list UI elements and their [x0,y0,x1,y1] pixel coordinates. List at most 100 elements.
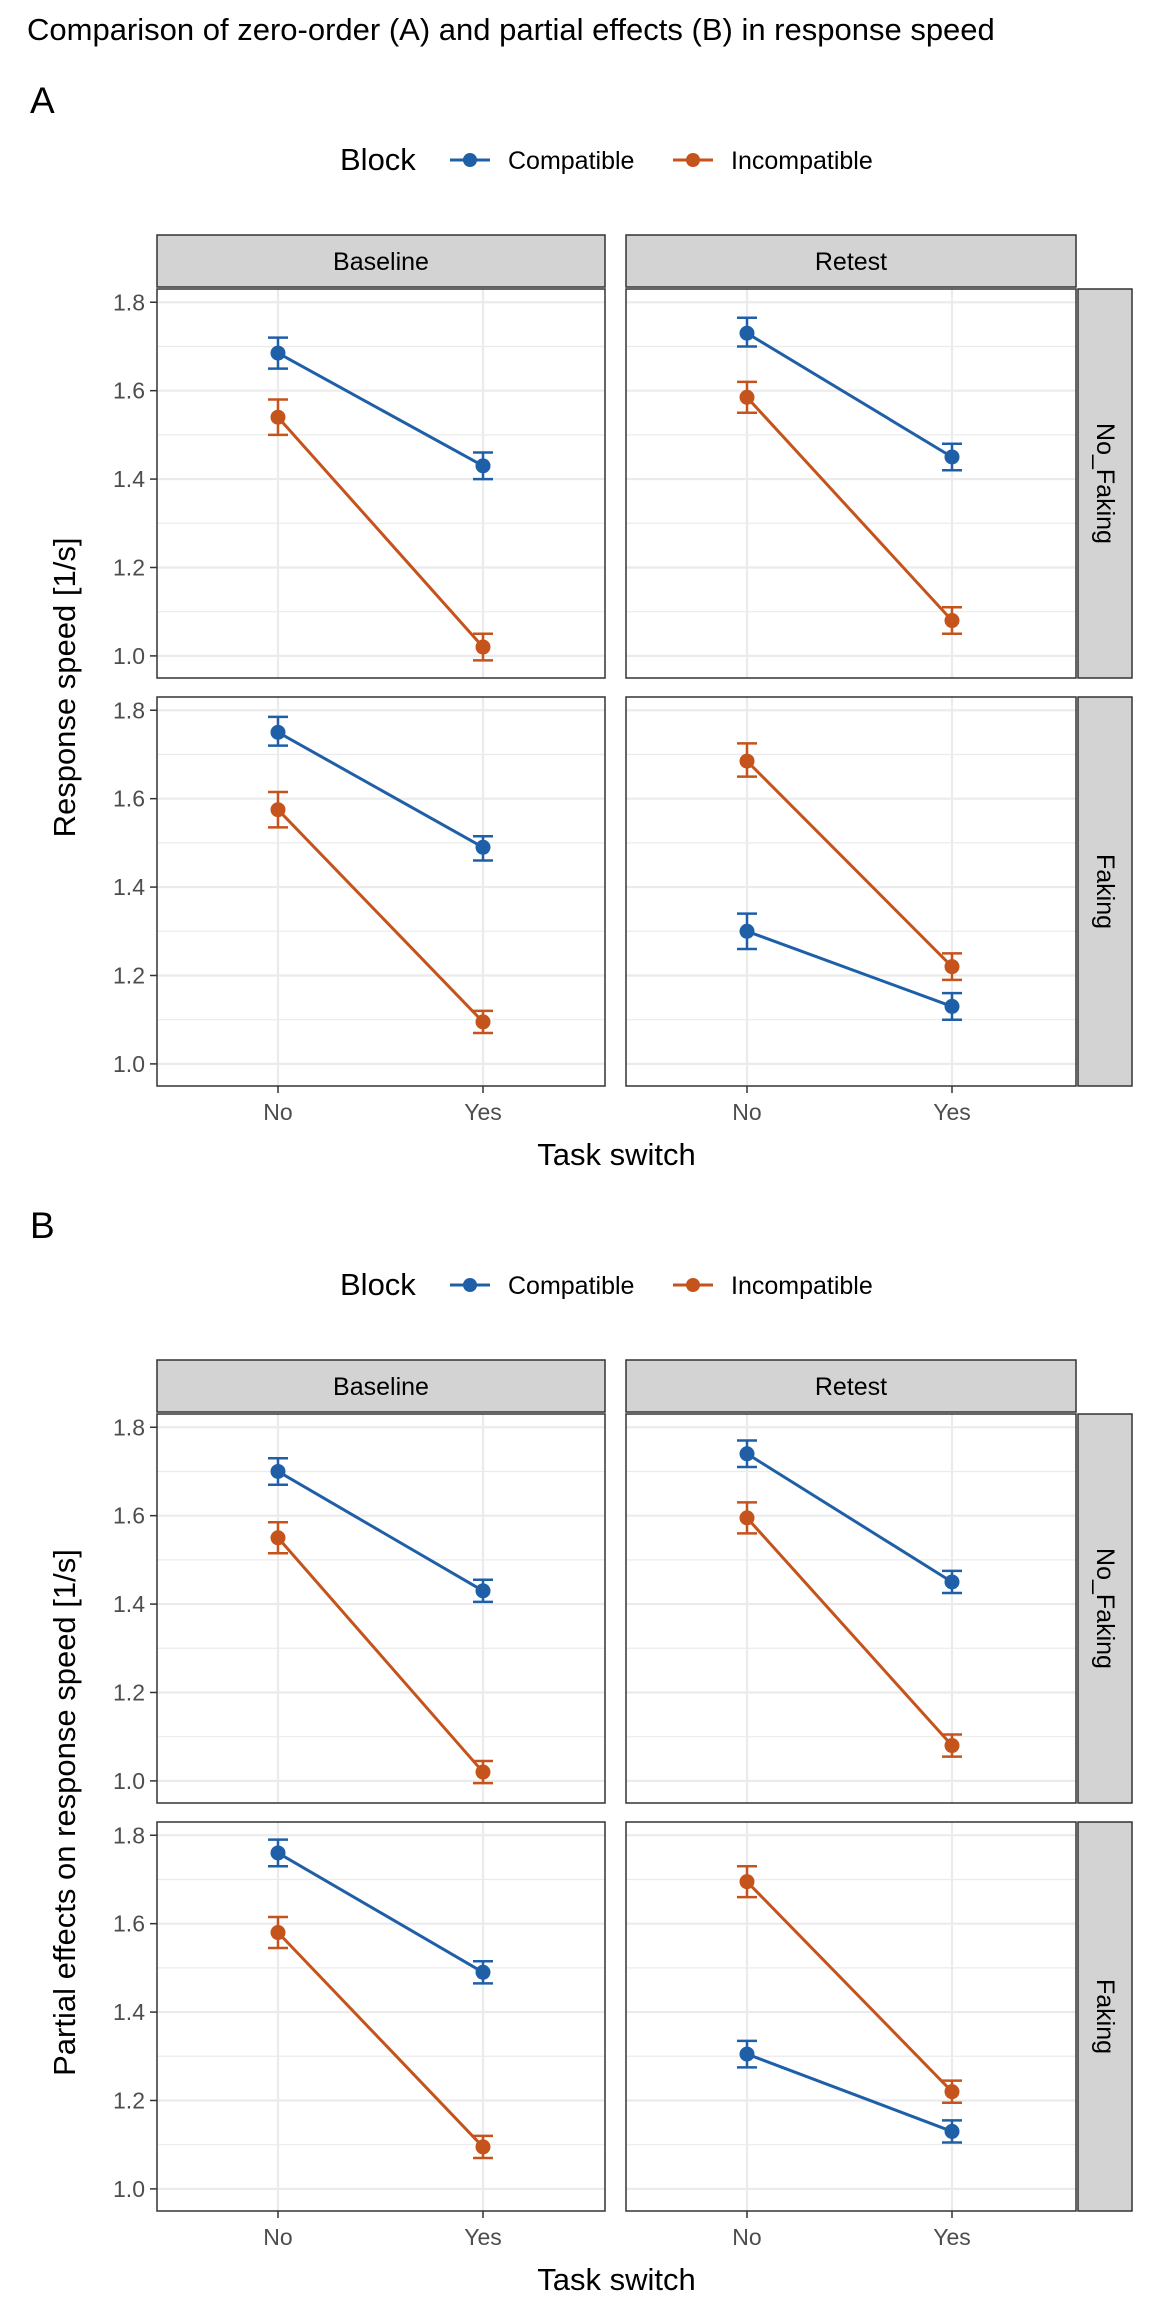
y-tick-label: 1.8 [113,697,145,723]
data-point [944,959,960,975]
y-tick-label: 1.0 [113,1051,145,1077]
series-line [276,808,485,1023]
series-line [745,760,954,968]
panel-background [157,697,605,1086]
y-tick-label: 1.0 [113,643,145,669]
y-tick-label: 1.4 [113,874,145,900]
y-tick-label: 1.2 [113,962,145,988]
panel-border [625,288,1077,679]
facet-strip-row [1077,696,1133,1087]
panel-background [157,1822,605,2211]
x-tick-label: Yes [464,2224,502,2250]
y-tick-label: 1.2 [113,2087,145,2113]
legend-title: Block [340,1267,416,1302]
series-line [745,396,954,622]
y-tick-label: 1.8 [113,1414,145,1440]
series-incompatible [268,1915,493,2160]
data-point [944,998,960,1014]
legend-key-point [463,153,477,167]
data-point [475,1964,491,1980]
panel-background [626,1822,1076,2211]
panel-border [156,696,606,1087]
data-point [270,1463,286,1479]
series-line [746,331,953,459]
facet-strip-row [1077,1413,1133,1804]
facet-strip-col [625,234,1077,288]
legend-label: Compatible [508,147,634,175]
facet-strip-label: Baseline [333,248,429,276]
chart-figure-B: B Block Compatible Incompatible Baseline Rete… [30,1205,1133,2297]
series-line [746,929,953,1008]
y-tick-label: 1.6 [113,786,145,812]
series-compatible [268,715,493,862]
data-point [270,345,286,361]
series-compatible [737,1439,962,1595]
x-axis-title: Task switch [537,1137,695,1172]
panel-border [625,1413,1077,1804]
panel-tag: B [30,1205,55,1246]
facet-panel [156,696,606,1087]
x-tick-label: Yes [464,1099,502,1125]
x-axis-title: Task switch [537,2262,695,2297]
panel-background [157,289,605,678]
facet-panel [625,1413,1077,1804]
facet-strip-col [156,234,606,288]
x-tick-label: No [732,1099,761,1125]
y-tick-label: 1.2 [113,1679,145,1705]
data-point [739,1510,755,1526]
data-point [475,2139,491,2155]
y-tick-label: 1.8 [113,289,145,315]
facet-strip-label: Faking [1091,1979,1119,2054]
y-tick-label: 1.6 [113,1503,145,1529]
series-compatible [737,912,962,1021]
legend-key-point [686,1278,700,1292]
facet-strip-row [1077,1821,1133,2212]
chart-root: A Block Compatible Incompatible Baseline Rete… [30,80,1133,2297]
chart-figure-A: A Block Compatible Incompatible Baseline Rete… [30,80,1133,1172]
data-point [475,639,491,655]
x-tick-label: No [263,2224,292,2250]
legend-item: Incompatible [673,147,873,175]
data-point [739,753,755,769]
series-line [277,1851,484,1974]
x-tick-label: No [263,1099,292,1125]
data-point [270,409,286,425]
y-tick-label: 1.2 [113,554,145,580]
y-tick-label: 1.6 [113,1911,145,1937]
panel-border [625,696,1077,1087]
data-point [270,1845,286,1861]
figure-title: Comparison of zero-order (A) and partial… [27,12,995,47]
legend-label: Incompatible [731,1272,873,1300]
legend-item: Compatible [450,147,634,175]
legend-label: Compatible [508,1272,634,1300]
series-incompatible [737,1864,962,2104]
data-point [475,458,491,474]
facet-panel [625,288,1077,679]
panel-background [626,697,1076,1086]
data-point [739,1446,755,1462]
panel-border [156,1821,606,2212]
y-tick-label: 1.4 [113,1999,145,2025]
series-compatible [268,336,493,481]
y-axis-title: Partial effects on response speed [1/s] [47,1549,82,2076]
legend-item: Incompatible [673,1272,873,1300]
facet-strip-label: Faking [1091,854,1119,929]
data-point [944,2084,960,2100]
series-line [746,1452,953,1584]
data-point [475,1583,491,1599]
facet-panel [625,1821,1077,2212]
panel-tag: A [30,80,55,121]
y-tick-label: 1.4 [113,466,145,492]
data-point [944,2123,960,2139]
facet-strip-row [1077,288,1133,679]
panel-background [626,289,1076,678]
series-line [276,416,485,649]
series-incompatible [268,398,493,662]
data-point [270,724,286,740]
series-compatible [268,1456,493,1604]
data-point [944,1738,960,1754]
facet-panel [156,1821,606,2212]
legend-key-point [463,1278,477,1292]
legend-title: Block [340,142,416,177]
